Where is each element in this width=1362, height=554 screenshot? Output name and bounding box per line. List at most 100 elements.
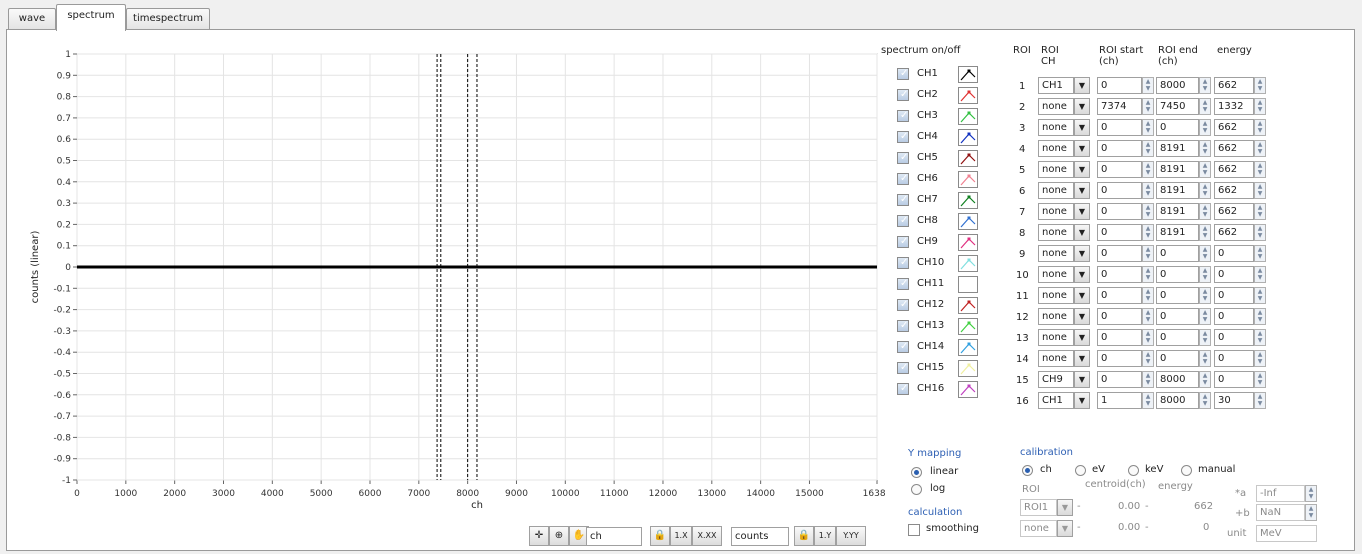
roi-ch-select[interactable]: none xyxy=(1038,140,1074,157)
roi-end-spinner[interactable]: ▲ ▼ xyxy=(1199,98,1211,115)
channel-checkbox-ch12[interactable]: ✓ xyxy=(897,299,909,311)
roi-start-spinner[interactable]: ▲ ▼ xyxy=(1142,161,1154,178)
roi-ch-dropdown-icon[interactable]: ▼ xyxy=(1074,224,1090,241)
plot-style-icon[interactable] xyxy=(958,213,978,230)
roi-start-field[interactable]: 0 xyxy=(1097,287,1142,304)
roi-ch-select[interactable]: none xyxy=(1038,98,1074,115)
y-format-button[interactable]: Y.YY xyxy=(836,526,866,546)
roi-ch-dropdown-icon[interactable]: ▼ xyxy=(1074,371,1090,388)
roi-end-field[interactable]: 0 xyxy=(1156,308,1199,325)
roi-end-field[interactable]: 0 xyxy=(1156,350,1199,367)
roi-start-field[interactable]: 0 xyxy=(1097,371,1142,388)
roi-start-spinner[interactable]: ▲ ▼ xyxy=(1142,203,1154,220)
roi-ch-dropdown-icon[interactable]: ▼ xyxy=(1074,203,1090,220)
roi-energy-field[interactable]: 0 xyxy=(1214,287,1254,304)
channel-checkbox-ch16[interactable]: ✓ xyxy=(897,383,909,395)
calibration-a-spinner[interactable]: ▲ ▼ xyxy=(1305,485,1317,502)
x-lock-icon[interactable]: 🔒 xyxy=(650,526,670,546)
roi-ch-dropdown-icon[interactable]: ▼ xyxy=(1074,350,1090,367)
roi-ch-select[interactable]: none xyxy=(1038,245,1074,262)
calibration-unit-field[interactable]: MeV xyxy=(1256,525,1317,542)
roi-start-field[interactable]: 0 xyxy=(1097,140,1142,157)
plot-style-icon[interactable] xyxy=(958,381,978,398)
roi-end-spinner[interactable]: ▲ ▼ xyxy=(1199,119,1211,136)
x-autoscale-button[interactable]: 1.X xyxy=(670,526,692,546)
calibration-roi1-dropdown-icon[interactable]: ▼ xyxy=(1057,499,1073,516)
roi-start-field[interactable]: 0 xyxy=(1097,245,1142,262)
roi-energy-field[interactable]: 0 xyxy=(1214,308,1254,325)
roi-start-spinner[interactable]: ▲ ▼ xyxy=(1142,98,1154,115)
roi-energy-field[interactable]: 662 xyxy=(1214,203,1254,220)
roi-ch-dropdown-icon[interactable]: ▼ xyxy=(1074,392,1090,409)
roi-ch-select[interactable]: none xyxy=(1038,308,1074,325)
roi-energy-spinner[interactable]: ▲ ▼ xyxy=(1254,308,1266,325)
roi-ch-select[interactable]: CH1 xyxy=(1038,392,1074,409)
roi-energy-spinner[interactable]: ▲ ▼ xyxy=(1254,287,1266,304)
roi-end-spinner[interactable]: ▲ ▼ xyxy=(1199,266,1211,283)
roi-start-spinner[interactable]: ▲ ▼ xyxy=(1142,119,1154,136)
roi-start-spinner[interactable]: ▲ ▼ xyxy=(1142,182,1154,199)
y-autoscale-button[interactable]: 1.Y xyxy=(814,526,836,546)
channel-checkbox-ch14[interactable]: ✓ xyxy=(897,341,909,353)
plot-style-icon[interactable] xyxy=(958,108,978,125)
channel-checkbox-ch5[interactable]: ✓ xyxy=(897,152,909,164)
plot-style-icon[interactable] xyxy=(958,276,978,293)
roi-end-spinner[interactable]: ▲ ▼ xyxy=(1199,308,1211,325)
roi-start-field[interactable]: 0 xyxy=(1097,308,1142,325)
roi-energy-spinner[interactable]: ▲ ▼ xyxy=(1254,245,1266,262)
roi-end-spinner[interactable]: ▲ ▼ xyxy=(1199,161,1211,178)
plot-style-icon[interactable] xyxy=(958,360,978,377)
roi-end-spinner[interactable]: ▲ ▼ xyxy=(1199,77,1211,94)
calibration-ch-radio[interactable] xyxy=(1022,465,1033,476)
roi-start-field[interactable]: 0 xyxy=(1097,77,1142,94)
roi-end-spinner[interactable]: ▲ ▼ xyxy=(1199,392,1211,409)
roi-ch-select[interactable]: none xyxy=(1038,224,1074,241)
roi-end-field[interactable]: 8191 xyxy=(1156,224,1199,241)
roi-ch-dropdown-icon[interactable]: ▼ xyxy=(1074,266,1090,283)
roi-ch-dropdown-icon[interactable]: ▼ xyxy=(1074,77,1090,94)
calibration-b-field[interactable]: NaN xyxy=(1256,504,1305,521)
roi-start-spinner[interactable]: ▲ ▼ xyxy=(1142,392,1154,409)
roi-ch-dropdown-icon[interactable]: ▼ xyxy=(1074,308,1090,325)
plot-style-icon[interactable] xyxy=(958,171,978,188)
roi-energy-field[interactable]: 0 xyxy=(1214,266,1254,283)
roi-end-spinner[interactable]: ▲ ▼ xyxy=(1199,371,1211,388)
calibration-b-spinner[interactable]: ▲ ▼ xyxy=(1305,504,1317,521)
roi-energy-field[interactable]: 30 xyxy=(1214,392,1254,409)
roi-energy-spinner[interactable]: ▲ ▼ xyxy=(1254,392,1266,409)
plot-style-icon[interactable] xyxy=(958,87,978,104)
roi-ch-select[interactable]: none xyxy=(1038,329,1074,346)
roi-ch-dropdown-icon[interactable]: ▼ xyxy=(1074,98,1090,115)
roi-end-spinner[interactable]: ▲ ▼ xyxy=(1199,329,1211,346)
roi-energy-field[interactable]: 0 xyxy=(1214,371,1254,388)
roi-start-spinner[interactable]: ▲ ▼ xyxy=(1142,140,1154,157)
roi-ch-dropdown-icon[interactable]: ▼ xyxy=(1074,245,1090,262)
roi-energy-field[interactable]: 662 xyxy=(1214,182,1254,199)
plot-style-icon[interactable] xyxy=(958,255,978,272)
roi-start-field[interactable]: 1 xyxy=(1097,392,1142,409)
cursor-tool-icon[interactable]: ✛ xyxy=(529,526,549,546)
roi-ch-select[interactable]: none xyxy=(1038,350,1074,367)
roi-end-field[interactable]: 8000 xyxy=(1156,392,1199,409)
roi-end-spinner[interactable]: ▲ ▼ xyxy=(1199,182,1211,199)
roi-start-field[interactable]: 7374 xyxy=(1097,98,1142,115)
roi-energy-spinner[interactable]: ▲ ▼ xyxy=(1254,140,1266,157)
roi-energy-spinner[interactable]: ▲ ▼ xyxy=(1254,119,1266,136)
roi-ch-select[interactable]: none xyxy=(1038,182,1074,199)
channel-checkbox-ch2[interactable]: ✓ xyxy=(897,89,909,101)
roi-start-field[interactable]: 0 xyxy=(1097,161,1142,178)
roi-energy-spinner[interactable]: ▲ ▼ xyxy=(1254,266,1266,283)
x-format-button[interactable]: X.XX xyxy=(692,526,722,546)
roi-energy-spinner[interactable]: ▲ ▼ xyxy=(1254,329,1266,346)
roi-energy-spinner[interactable]: ▲ ▼ xyxy=(1254,161,1266,178)
calibration-roi2-select[interactable]: none xyxy=(1020,520,1057,537)
roi-energy-field[interactable]: 662 xyxy=(1214,140,1254,157)
roi-start-field[interactable]: 0 xyxy=(1097,329,1142,346)
roi-end-field[interactable]: 0 xyxy=(1156,245,1199,262)
plot-style-icon[interactable] xyxy=(958,234,978,251)
roi-start-spinner[interactable]: ▲ ▼ xyxy=(1142,77,1154,94)
roi-end-spinner[interactable]: ▲ ▼ xyxy=(1199,350,1211,367)
roi-start-spinner[interactable]: ▲ ▼ xyxy=(1142,329,1154,346)
calibration-manual-radio[interactable] xyxy=(1181,465,1192,476)
channel-checkbox-ch13[interactable]: ✓ xyxy=(897,320,909,332)
